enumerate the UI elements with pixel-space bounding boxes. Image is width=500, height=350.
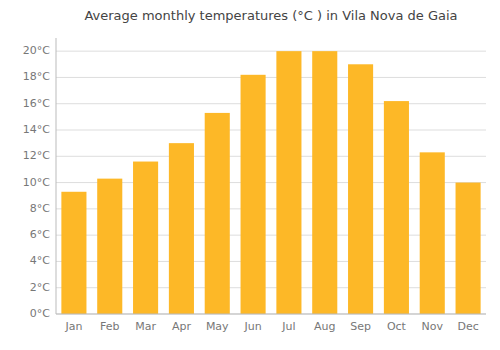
x-tick-label: Oct bbox=[387, 320, 407, 333]
chart-svg: Average monthly temperatures (°C ) in Vi… bbox=[0, 0, 500, 350]
y-tick-label: 20°C bbox=[23, 44, 50, 57]
y-ticks: 0°C 2°C 4°C 6°C 8°C 10°C 12°C 14°C 16°C 18°C 20°C bbox=[23, 44, 50, 320]
y-tick-label: 0°C bbox=[30, 307, 50, 320]
y-tick-label: 12°C bbox=[23, 149, 50, 162]
y-tick-label: 4°C bbox=[30, 254, 50, 267]
bar bbox=[169, 143, 194, 314]
x-tick-label: May bbox=[206, 320, 229, 333]
grid-line bbox=[56, 314, 486, 315]
y-tick-label: 18°C bbox=[23, 70, 50, 83]
x-tick-label: Feb bbox=[100, 320, 119, 333]
chart-title: Average monthly temperatures (°C ) in Vi… bbox=[84, 8, 457, 23]
x-tick-label: Aug bbox=[314, 320, 335, 333]
grid-line bbox=[56, 77, 486, 78]
bar bbox=[348, 64, 373, 314]
bar bbox=[205, 113, 230, 314]
y-tick-label: 6°C bbox=[30, 228, 50, 241]
y-tick-label: 16°C bbox=[23, 97, 50, 110]
bar bbox=[241, 75, 266, 314]
bar bbox=[276, 51, 301, 314]
page: {"chart_data": {"type": "bar", "title": … bbox=[0, 0, 500, 350]
bar bbox=[384, 101, 409, 314]
x-tick-label: Mar bbox=[135, 320, 156, 333]
x-tick-label: Sep bbox=[350, 320, 371, 333]
x-tick-label: Jan bbox=[64, 320, 82, 333]
grid-line bbox=[56, 103, 486, 104]
y-axis-line bbox=[56, 38, 57, 314]
y-tick-label: 14°C bbox=[23, 123, 50, 136]
bar bbox=[420, 152, 445, 314]
bar bbox=[97, 179, 122, 314]
grid-line bbox=[56, 51, 486, 52]
y-tick-label: 10°C bbox=[23, 176, 50, 189]
bar bbox=[133, 162, 158, 314]
bar bbox=[312, 51, 337, 314]
y-tick-label: 2°C bbox=[30, 281, 50, 294]
chart-container: Average monthly temperatures (°C ) in Vi… bbox=[0, 0, 500, 350]
x-ticks: Jan Feb Mar Apr May Jun Jul Aug Sep Oct Nov Dec bbox=[64, 320, 478, 333]
x-tick-label: Apr bbox=[172, 320, 192, 333]
bar bbox=[456, 183, 481, 314]
bars bbox=[61, 51, 480, 314]
x-tick-label: Jun bbox=[243, 320, 261, 333]
y-grid bbox=[56, 51, 486, 314]
bar bbox=[61, 192, 86, 314]
x-tick-label: Dec bbox=[457, 320, 478, 333]
x-tick-label: Nov bbox=[422, 320, 444, 333]
y-tick-label: 8°C bbox=[30, 202, 50, 215]
grid-line bbox=[56, 130, 486, 131]
x-tick-label: Jul bbox=[281, 320, 295, 333]
x-axis-line bbox=[56, 314, 486, 315]
